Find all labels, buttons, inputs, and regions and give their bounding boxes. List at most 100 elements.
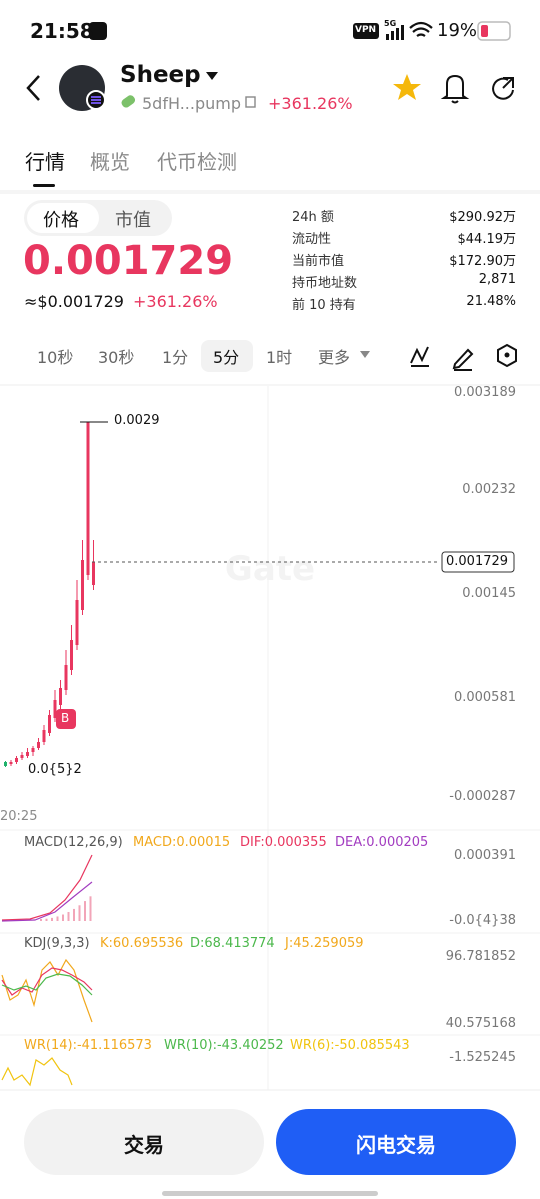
current-price-box (441, 551, 515, 573)
flash-trade-button[interactable]: 闪电交易 (356, 1133, 436, 1157)
dif-line (1, 854, 93, 921)
candle-body (48, 715, 51, 733)
token-address: 5dfH...pump (142, 94, 242, 113)
dropdown-icon[interactable] (206, 72, 218, 80)
price-axis-label: 0.00145 (462, 586, 516, 601)
token-name[interactable]: Sheep (120, 62, 201, 88)
price-axis-label: 0.003189 (453, 385, 516, 400)
tab-underline (33, 184, 55, 187)
tab[interactable]: 代币检测 (157, 150, 237, 174)
interval[interactable]: 更多 (318, 348, 351, 367)
candle-body (70, 640, 73, 670)
toggle-selected[interactable] (27, 203, 99, 233)
clock: 21:58 (30, 19, 94, 43)
candle-body (92, 562, 95, 585)
stat-label: 流动性 (292, 232, 332, 247)
macd-bar (62, 914, 64, 921)
pill-icon (121, 95, 136, 108)
candle-body (86, 422, 90, 575)
interval[interactable]: 5分 (213, 348, 240, 367)
stat-label: 持币地址数 (292, 276, 358, 291)
trade-button[interactable]: 交易 (124, 1133, 164, 1157)
wr10-value: WR(10):-43.40252 (164, 1038, 284, 1053)
candle-body (15, 758, 18, 762)
time-label: 20:25 (0, 809, 38, 824)
high-label: 0.0029 (114, 413, 160, 428)
wr-line (1, 1057, 73, 1087)
macd-bar (40, 919, 42, 921)
trade-button-bg[interactable] (24, 1109, 264, 1175)
dea-line (1, 881, 93, 922)
candle-body (53, 700, 57, 718)
interval-selected[interactable] (201, 340, 253, 372)
flash-trade-button-bg[interactable] (276, 1109, 516, 1175)
price-axis-label: 0.00232 (462, 482, 516, 497)
macd-bar (89, 896, 92, 921)
kdj-axis-label: 96.781852 (445, 949, 516, 964)
interval[interactable]: 30秒 (98, 348, 135, 367)
k-value: K:60.695536 (100, 936, 184, 951)
copy-icon[interactable] (245, 96, 256, 108)
macd-bar (51, 917, 53, 921)
interval[interactable]: 10秒 (37, 348, 74, 367)
bell-icon[interactable] (440, 74, 470, 104)
battery-icon (477, 21, 511, 41)
stat-value: $290.92万 (449, 210, 516, 225)
stat-value: $172.90万 (449, 254, 516, 269)
interval[interactable]: 1时 (266, 348, 293, 367)
low-label: 0.0{5}2 (28, 762, 82, 777)
dif-value: DIF:0.000355 (240, 835, 327, 850)
divider (0, 190, 540, 194)
candle-body (81, 560, 84, 610)
vpn-label: VPN (355, 25, 377, 35)
buy-marker[interactable] (56, 709, 76, 729)
battery-level (481, 25, 488, 37)
stat-value: 2,871 (478, 272, 516, 287)
macd-bar (45, 918, 48, 921)
macd-histogram (40, 896, 92, 921)
battery: 19% (437, 20, 478, 41)
watermark: Gate (225, 549, 315, 589)
chain-logo (91, 96, 101, 104)
home-indicator (162, 1191, 378, 1196)
macd-axis-label: -0.0{4}38 (449, 913, 516, 928)
candle-body (64, 665, 68, 690)
vpn-badge (353, 23, 379, 39)
price-change: +361.26% (133, 292, 218, 311)
kdj-axis-label: 40.575168 (445, 1016, 516, 1031)
macd-bar (56, 916, 59, 921)
dea-value: DEA:0.000205 (335, 835, 429, 850)
k-line (1, 967, 93, 996)
back-icon[interactable] (26, 75, 40, 101)
interval[interactable]: 1分 (162, 348, 189, 367)
candle-body (59, 688, 62, 705)
stat-value: $44.19万 (457, 232, 517, 247)
candle-body (20, 755, 24, 758)
tab[interactable]: 概览 (90, 150, 130, 174)
d-value: D:68.413774 (190, 936, 275, 951)
macd-bar (67, 912, 70, 921)
wr6-value: WR(6):-50.085543 (290, 1038, 410, 1053)
d-line (1, 973, 93, 996)
tab[interactable]: 行情 (25, 150, 65, 174)
price-axis-label: -0.000287 (449, 789, 516, 804)
toggle-option[interactable]: 市值 (115, 210, 151, 231)
price: 0.001729 (23, 238, 234, 284)
wifi-icon (409, 21, 433, 37)
settings-icon[interactable] (497, 343, 517, 368)
macd-bar (78, 905, 81, 921)
draw-icon[interactable] (452, 348, 474, 371)
toggle-option[interactable]: 价格 (43, 210, 79, 231)
macd-bar (84, 901, 86, 921)
header-change: +361.26% (268, 94, 353, 113)
app-icon (89, 22, 107, 40)
candle-body (75, 600, 79, 645)
indicator-icon[interactable] (410, 346, 429, 367)
macd-value: MACD:0.00015 (133, 835, 231, 850)
candle-body (9, 762, 13, 764)
wr14-value: WR(14):-41.116573 (24, 1038, 152, 1053)
price-axis-label: 0.000581 (453, 690, 516, 705)
share-icon[interactable] (492, 77, 514, 100)
star-icon[interactable] (393, 74, 421, 100)
